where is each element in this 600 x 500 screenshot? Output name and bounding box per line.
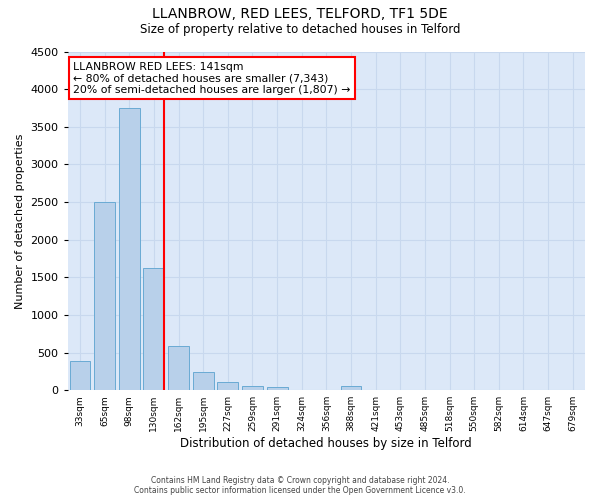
Text: Size of property relative to detached houses in Telford: Size of property relative to detached ho… — [140, 22, 460, 36]
Text: LLANBROW RED LEES: 141sqm
← 80% of detached houses are smaller (7,343)
20% of se: LLANBROW RED LEES: 141sqm ← 80% of detac… — [73, 62, 350, 95]
Bar — [341, 386, 361, 390]
Bar — [94, 202, 115, 390]
Bar — [217, 382, 238, 390]
Bar — [266, 387, 287, 390]
Bar — [193, 372, 214, 390]
Text: LLANBROW, RED LEES, TELFORD, TF1 5DE: LLANBROW, RED LEES, TELFORD, TF1 5DE — [152, 8, 448, 22]
X-axis label: Distribution of detached houses by size in Telford: Distribution of detached houses by size … — [181, 437, 472, 450]
Bar — [168, 346, 189, 390]
Bar — [143, 268, 164, 390]
Y-axis label: Number of detached properties: Number of detached properties — [15, 133, 25, 308]
Bar — [119, 108, 140, 390]
Bar — [242, 386, 263, 390]
Text: Contains HM Land Registry data © Crown copyright and database right 2024.
Contai: Contains HM Land Registry data © Crown c… — [134, 476, 466, 495]
Bar — [70, 361, 91, 390]
